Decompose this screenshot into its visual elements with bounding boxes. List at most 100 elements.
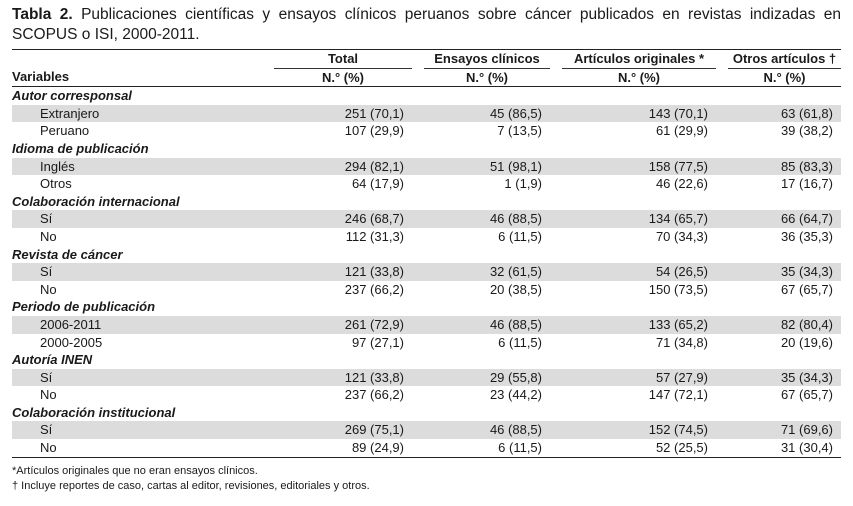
cell-ensayos: 7 (13,5) (497, 123, 542, 139)
table-row: Sí 121 (33,8) 32 (61,5) 54 (26,5) 35 (34,3) (12, 263, 841, 281)
row-label: Sí (12, 421, 274, 440)
cell-total: 97 (27,1) (351, 334, 404, 350)
cell-articulos: 133 (65,2) (562, 315, 716, 334)
row-label: Otros (40, 176, 72, 192)
header-total: Total (274, 49, 412, 69)
cell-articulos: 158 (77,5) (562, 157, 716, 176)
cell-ensayos: 6 (11,5) (498, 228, 542, 244)
footnotes: *Artículos originales que no eran ensayo… (12, 464, 841, 494)
cell-articulos: 147 (72,1) (648, 387, 708, 403)
section-row: Periodo de publicación (12, 298, 841, 316)
header-otros: Otros artículos † (728, 49, 841, 69)
table-row: Extranjero 251 (70,1) 45 (86,5) 143 (70,1) 6… (12, 104, 841, 123)
cell-articulos: 134 (65,7) (562, 210, 716, 228)
cell-total: 112 (31,3) (345, 228, 404, 244)
section-row: Idioma de publicación (12, 140, 841, 158)
cell-otros: 35 (34,3) (728, 263, 841, 281)
cell-ensayos: 20 (38,5) (489, 281, 542, 297)
row-label: No (12, 439, 274, 458)
cell-ensayos: 6 (11,5) (424, 439, 550, 458)
section-row: Colaboración institucional (12, 404, 841, 422)
cell-total: 237 (66,2) (344, 281, 404, 297)
cell-ensayos: 51 (98,1) (424, 157, 550, 176)
cell-otros: 36 (35,3) (780, 228, 833, 244)
cell-total: 64 (17,9) (351, 176, 404, 192)
subheader-total: N.° (%) (274, 68, 412, 88)
caption-text: Publicaciones científicas y ensayos clín… (12, 6, 841, 43)
cell-ensayos: 29 (55,8) (424, 368, 550, 387)
cell-articulos: 61 (29,9) (655, 123, 708, 139)
section-row: Revista de cáncer (12, 246, 841, 264)
cell-articulos: 150 (73,5) (648, 281, 708, 297)
header-articulos: Artículos originales * (562, 49, 716, 69)
table-row: No 112 (31,3) 6 (11,5) 70 (34,3) 36 (35,3) (12, 228, 841, 246)
table-caption: Tabla 2. Publicaciones científicas y ens… (12, 5, 841, 45)
cell-ensayos: 6 (11,5) (498, 334, 542, 350)
header-row: Total Ensayos clínicos Artículos origina… (12, 49, 841, 69)
header-variables: Variables (12, 68, 274, 88)
cell-otros: 66 (64,7) (728, 210, 841, 228)
cell-articulos: 152 (74,5) (562, 421, 716, 440)
cell-articulos: 52 (25,5) (562, 439, 716, 458)
cell-articulos: 46 (22,6) (655, 176, 708, 192)
table-row: No 89 (24,9) 6 (11,5) 52 (25,5) 31 (30,4) (12, 439, 841, 458)
section-label: Idioma de publicación (12, 140, 149, 156)
table-row: No 237 (66,2) 20 (38,5) 150 (73,5) 67 (65,7) (12, 281, 841, 299)
footnote: † Incluye reportes de caso, cartas al ed… (12, 479, 370, 492)
cell-ensayos: 46 (88,5) (424, 210, 550, 228)
data-table: Total Ensayos clínicos Artículos origina… (12, 49, 841, 458)
cell-ensayos: 46 (88,5) (424, 421, 550, 440)
subheader-otros: N.° (%) (728, 68, 841, 88)
cell-otros: 85 (83,3) (728, 157, 841, 176)
cell-ensayos: 45 (86,5) (424, 104, 550, 123)
section-row: Autor corresponsal (12, 87, 841, 105)
table-row: Sí 246 (68,7) 46 (88,5) 134 (65,7) 66 (64,7) (12, 210, 841, 228)
table-row: Inglés 294 (82,1) 51 (98,1) 158 (77,5) 85 (8… (12, 157, 841, 176)
cell-ensayos: 46 (88,5) (424, 315, 550, 334)
row-label: 2000-2005 (40, 334, 103, 350)
section-label: Colaboración internacional (12, 193, 180, 209)
section-row: Autoría INEN (12, 351, 841, 369)
cell-otros: 63 (61,8) (728, 104, 841, 123)
table-row: No 237 (66,2) 23 (44,2) 147 (72,1) 67 (65,7) (12, 386, 841, 404)
cell-articulos: 57 (27,9) (562, 368, 716, 387)
cell-otros: 82 (80,4) (728, 315, 841, 334)
footnote: *Artículos originales que no eran ensayo… (12, 464, 258, 477)
table-row: 2000-2005 97 (27,1) 6 (11,5) 71 (34,8) 20 (1… (12, 334, 841, 352)
cell-total: 246 (68,7) (274, 210, 412, 228)
section-label: Periodo de publicación (12, 299, 156, 315)
table-row: 2006-2011 261 (72,9) 46 (88,5) 133 (65,2) 82… (12, 315, 841, 334)
cell-total: 294 (82,1) (274, 157, 412, 176)
cell-articulos: 143 (70,1) (562, 104, 716, 123)
row-label: No (40, 387, 57, 403)
cell-otros: 31 (30,4) (728, 439, 841, 458)
cell-otros: 39 (38,2) (780, 123, 833, 139)
row-label: Extranjero (12, 104, 274, 123)
cell-total: 269 (75,1) (274, 421, 412, 440)
cell-otros: 71 (69,6) (728, 421, 841, 440)
table-row: Otros 64 (17,9) 1 (1,9) 46 (22,6) 17 (16,7) (12, 175, 841, 193)
cell-articulos: 54 (26,5) (562, 263, 716, 281)
row-label: Sí (12, 368, 274, 387)
header-ensayos: Ensayos clínicos (424, 49, 550, 69)
section-label: Autor corresponsal (12, 88, 132, 104)
cell-otros: 67 (65,7) (780, 387, 833, 403)
cell-total: 121 (33,8) (274, 368, 412, 387)
table-body: Autor corresponsal Extranjero 251 (70,1) 45… (12, 87, 841, 458)
row-label: Sí (12, 210, 274, 228)
subheader-row: Variables N.° (%) N.° (%) N.° (%) N.° (%… (12, 68, 841, 88)
row-label: No (40, 228, 57, 244)
cell-total: 107 (29,9) (344, 123, 404, 139)
section-label: Colaboración institucional (12, 404, 176, 420)
cell-articulos: 70 (34,3) (655, 228, 708, 244)
cell-total: 251 (70,1) (274, 104, 412, 123)
cell-articulos: 71 (34,8) (655, 334, 708, 350)
cell-ensayos: 32 (61,5) (424, 263, 550, 281)
cell-total: 89 (24,9) (274, 439, 412, 458)
cell-total: 121 (33,8) (274, 263, 412, 281)
section-label: Revista de cáncer (12, 246, 123, 262)
table-row: Sí 269 (75,1) 46 (88,5) 152 (74,5) 71 (69,6) (12, 421, 841, 440)
subheader-articulos: N.° (%) (562, 68, 716, 88)
cell-total: 261 (72,9) (274, 315, 412, 334)
